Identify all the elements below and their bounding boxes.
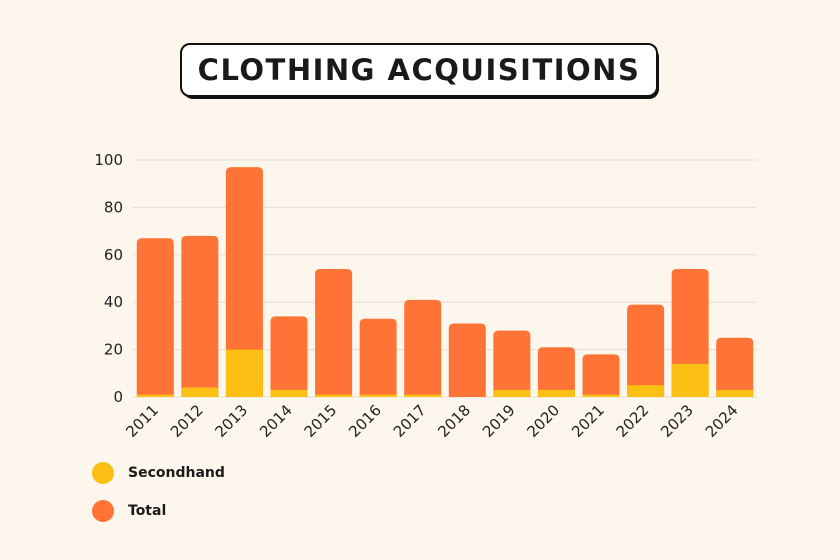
x-tick-label: 2013 (212, 401, 252, 441)
x-tick-label: 2023 (657, 401, 697, 441)
bar-secondhand-2017 (404, 394, 442, 397)
y-tick-label: 0 (113, 388, 123, 406)
x-axis-ticks: 2011 2012 2013 2014 2015 2016 2017 2018 2019 2020… (122, 401, 741, 441)
x-tick-label: 2021 (568, 401, 608, 441)
x-tick-label: 2012 (167, 401, 207, 441)
bars (136, 167, 754, 397)
y-tick-label: 100 (94, 151, 123, 169)
bar-total-2012 (181, 235, 219, 397)
bar-total-2013 (225, 167, 263, 397)
y-tick-label: 40 (104, 293, 123, 311)
bar-total-2016 (359, 318, 397, 397)
x-tick-label: 2022 (613, 401, 653, 441)
bar-secondhand-2015 (315, 394, 353, 397)
y-axis-ticks: 0 20 40 60 80 100 (94, 151, 123, 406)
bar-secondhand-2011 (136, 394, 174, 397)
x-tick-label: 2024 (702, 401, 742, 441)
legend-item-secondhand: Secondhand (92, 460, 225, 486)
bar-secondhand-2012 (181, 387, 219, 397)
bar-secondhand-2024 (716, 389, 754, 397)
x-tick-label: 2015 (301, 401, 341, 441)
bar-secondhand-2013 (225, 349, 263, 397)
bar-total-2021 (582, 354, 620, 397)
legend: Secondhand Total (92, 460, 225, 536)
legend-swatch-secondhand (92, 462, 114, 484)
legend-label-total: Total (128, 503, 167, 519)
bar-secondhand-2020 (537, 389, 575, 397)
bar-secondhand-2016 (359, 394, 397, 397)
bar-secondhand-2019 (493, 389, 531, 397)
legend-label-secondhand: Secondhand (128, 465, 225, 481)
bar-total-2019 (493, 330, 531, 397)
bar-total-2011 (136, 238, 174, 397)
bar-total-2014 (270, 316, 308, 397)
x-tick-label: 2014 (256, 401, 296, 441)
bar-total-2022 (627, 304, 665, 397)
y-tick-label: 20 (104, 341, 123, 359)
bar-secondhand-2014 (270, 389, 308, 397)
bar-secondhand-2022 (627, 385, 665, 397)
bar-secondhand-2021 (582, 394, 620, 397)
chart-title: CLOTHING ACQUISITIONS (180, 43, 658, 97)
x-tick-label: 2020 (524, 401, 564, 441)
bar-total-2017 (404, 299, 442, 397)
bar-total-2018 (448, 323, 486, 397)
y-tick-label: 80 (104, 198, 123, 216)
x-tick-label: 2011 (122, 401, 162, 441)
bar-total-2020 (537, 347, 575, 397)
legend-swatch-total (92, 500, 114, 522)
bar-total-2015 (315, 269, 353, 397)
y-tick-label: 60 (104, 246, 123, 264)
x-tick-label: 2016 (345, 401, 385, 441)
chart-title-card: CLOTHING ACQUISITIONS (180, 43, 662, 101)
bar-secondhand-2023 (671, 363, 709, 397)
x-tick-label: 2018 (434, 401, 474, 441)
x-tick-label: 2017 (390, 401, 430, 441)
legend-item-total: Total (92, 498, 225, 524)
bar-total-2024 (716, 337, 754, 397)
x-tick-label: 2019 (479, 401, 519, 441)
